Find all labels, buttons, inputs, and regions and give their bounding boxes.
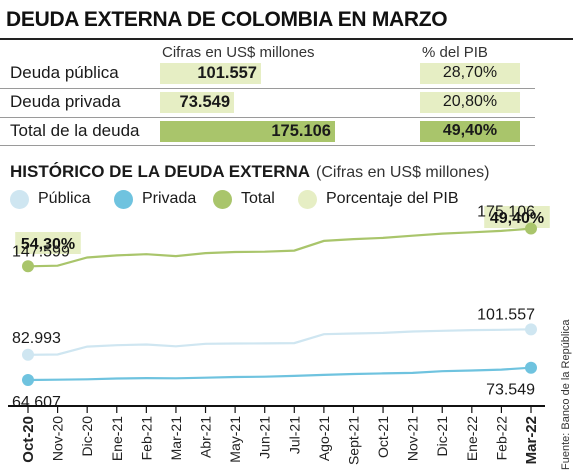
pib-value-privada: 20,80% (442, 93, 498, 110)
x-tick-label: Abr-21 (198, 416, 214, 458)
chart-title-main: HISTÓRICO DE LA DEUDA EXTERNA (10, 162, 311, 181)
point-first-privada (22, 373, 34, 386)
data-label-privada-last: 73.549 (486, 382, 535, 399)
page-title: DEUDA EXTERNA DE COLOMBIA EN MARZO (6, 8, 448, 31)
value-total: 175.106 (271, 122, 331, 140)
pib-box-total (420, 121, 520, 142)
x-tick-label: Jun-21 (257, 416, 273, 459)
row-label-publica: Deuda pública (10, 63, 119, 82)
x-tick-label: Nov-21 (405, 416, 421, 461)
legend-dot-pib (298, 190, 317, 209)
row-divider (0, 88, 535, 89)
bar-total (160, 121, 335, 142)
point-last-total (525, 222, 537, 235)
source-note: Fuente: Banco de la República (560, 319, 572, 470)
pib-value-publica: 28,70% (442, 64, 498, 81)
legend-label-privada: Privada (142, 190, 197, 207)
x-tick-label: Ago-21 (316, 416, 332, 461)
column-header-cifras: Cifras en US$ millones (162, 44, 315, 61)
legend-label-pib: Porcentaje del PIB (326, 190, 459, 207)
pib-box-privada (420, 92, 520, 113)
pib-value-total: 49,40% (442, 122, 498, 139)
legend-dot-privada (114, 190, 133, 209)
series-line-privada (27, 366, 532, 382)
legend-dot-publica (10, 190, 29, 209)
point-last-privada (525, 361, 537, 374)
x-tick-label: Ene-22 (464, 416, 480, 461)
data-label-publica-first: 82.993 (12, 330, 61, 347)
legend-dot-total (213, 190, 232, 209)
point-last-publica (525, 323, 537, 336)
title-divider (0, 38, 573, 40)
data-label-total-first: 147.599 (12, 243, 70, 260)
chart-title: HISTÓRICO DE LA DEUDA EXTERNA (Cifras en … (10, 162, 489, 182)
data-label-publica-last: 101.557 (477, 306, 535, 323)
row-label-total: Total de la deuda (10, 121, 140, 140)
pib-label-first-box (15, 232, 81, 254)
point-first-total (22, 260, 34, 273)
data-label-total-last: 175.106 (477, 204, 535, 221)
x-tick-label: Oct-21 (375, 416, 391, 458)
row-label-privada: Deuda privada (10, 92, 121, 111)
pib-label-last-box (484, 206, 550, 228)
x-tick-label: Dic-20 (79, 416, 95, 457)
row-divider (0, 117, 535, 118)
legend-label-total: Total (241, 190, 275, 207)
x-tick-label: Mar-21 (168, 416, 184, 461)
x-tick-label: Mar-22 (523, 416, 540, 464)
pib-label-first-text: 54,30% (21, 236, 75, 253)
value-publica: 101.557 (197, 64, 257, 82)
pib-box-publica (420, 63, 520, 84)
value-privada: 73.549 (179, 93, 230, 111)
column-header-pib: % del PIB (422, 44, 488, 61)
legend-label-publica: Pública (38, 190, 91, 207)
series-line-publica (27, 328, 532, 356)
x-tick-label: Oct-20 (20, 416, 37, 463)
x-tick-label: Dic-21 (434, 416, 450, 457)
chart-title-sub: (Cifras en US$ millones) (316, 164, 490, 181)
bar-publica (160, 63, 261, 84)
point-first-publica (22, 348, 34, 361)
data-label-privada-first: 64.607 (12, 394, 61, 411)
x-tick-label: Sept-21 (345, 416, 361, 465)
row-divider (0, 145, 535, 146)
x-tick-label: Feb-22 (493, 416, 509, 461)
x-tick-label: Jul-21 (286, 416, 302, 454)
x-tick-label: Ene-21 (109, 416, 125, 461)
bar-privada (160, 92, 234, 113)
x-tick-label: Feb-21 (138, 416, 154, 461)
series-line-total (27, 227, 532, 268)
x-tick-label: Nov-20 (50, 416, 66, 461)
x-tick-label: May-21 (227, 416, 243, 463)
